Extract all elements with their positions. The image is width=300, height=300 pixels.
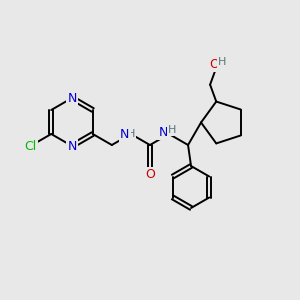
Text: N: N xyxy=(120,128,130,140)
Text: O: O xyxy=(145,167,155,181)
Text: Cl: Cl xyxy=(24,140,37,152)
Text: N: N xyxy=(158,125,168,139)
Text: N: N xyxy=(67,92,77,104)
Text: H: H xyxy=(127,129,135,139)
Text: H: H xyxy=(168,125,176,135)
Text: H: H xyxy=(218,58,226,68)
Text: O: O xyxy=(209,58,219,71)
Text: N: N xyxy=(67,140,77,152)
